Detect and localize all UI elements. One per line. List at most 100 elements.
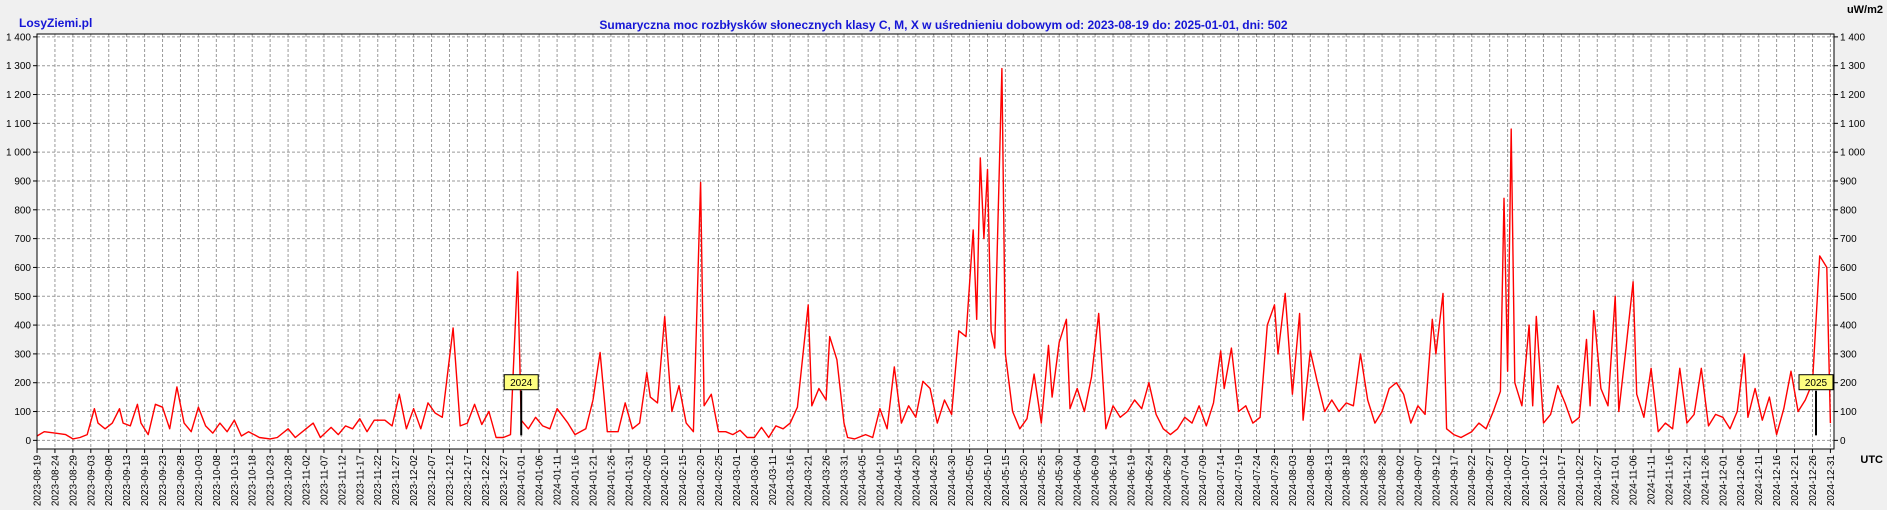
x-tick-label: 2024-01-26 bbox=[606, 455, 617, 507]
x-tick-label: 2023-09-08 bbox=[104, 455, 115, 507]
x-tick-label: 2024-06-09 bbox=[1091, 455, 1102, 507]
x-tick-label: 2023-08-29 bbox=[68, 455, 79, 507]
x-axis: 2023-08-19 2023-08-24 2023-08-29 2023-09-03… bbox=[33, 449, 1837, 506]
x-tick-label: 2024-08-28 bbox=[1378, 455, 1389, 507]
x-tick-label: 2024-07-29 bbox=[1270, 455, 1281, 507]
x-tick-label: 2024-12-16 bbox=[1772, 455, 1783, 507]
x-tick-label: 2024-03-01 bbox=[732, 455, 743, 507]
x-tick-label: 2024-12-21 bbox=[1790, 455, 1801, 507]
x-tick-label: 2023-12-27 bbox=[499, 455, 510, 507]
y-tick-label: 600 bbox=[14, 263, 31, 274]
x-tick-label: 2024-03-06 bbox=[750, 455, 761, 507]
x-tick-label: 2024-09-22 bbox=[1467, 455, 1478, 507]
y-tick-label: 500 bbox=[14, 292, 31, 303]
y-tick-label: 800 bbox=[1840, 205, 1857, 216]
y-tick-label: 1 200 bbox=[6, 90, 31, 101]
x-tick-label: 2024-01-16 bbox=[571, 455, 582, 507]
x-tick-label: 2023-09-03 bbox=[86, 455, 97, 507]
x-tick-label: 2023-11-27 bbox=[391, 455, 402, 506]
x-tick-label: 2024-01-21 bbox=[588, 455, 599, 507]
x-tick-label: 2024-05-15 bbox=[1001, 455, 1012, 507]
y-tick-label: 900 bbox=[1840, 176, 1857, 187]
y-tick-label: 1 000 bbox=[1840, 148, 1865, 159]
x-tick-label: 2024-05-05 bbox=[965, 455, 976, 507]
grid bbox=[36, 34, 1834, 449]
x-tick-label: 2024-12-26 bbox=[1808, 455, 1819, 507]
y-tick-label: 500 bbox=[1840, 292, 1857, 303]
x-tick-label: 2024-07-04 bbox=[1180, 455, 1191, 507]
y-tick-label: 900 bbox=[14, 176, 31, 187]
brand-logo: LosyZiemi.pl bbox=[19, 16, 93, 30]
x-unit-label: UTC bbox=[1860, 454, 1883, 466]
x-tick-label: 2024-09-27 bbox=[1485, 455, 1496, 507]
y-tick-label: 100 bbox=[1840, 407, 1857, 418]
x-tick-label: 2024-10-02 bbox=[1503, 455, 1514, 507]
x-tick-label: 2024-08-23 bbox=[1360, 455, 1371, 507]
chart-title: Sumaryczna moc rozbłysków słonecznych kl… bbox=[599, 18, 1288, 32]
x-tick-label: 2024-10-22 bbox=[1575, 455, 1586, 507]
x-tick-label: 2024-02-15 bbox=[678, 455, 689, 507]
y-tick-label: 200 bbox=[1840, 378, 1857, 389]
x-tick-label: 2023-11-17 bbox=[355, 455, 366, 506]
x-tick-label: 2023-12-22 bbox=[481, 455, 492, 507]
x-tick-label: 2023-10-13 bbox=[230, 455, 241, 507]
y-tick-label: 300 bbox=[1840, 349, 1857, 360]
y-tick-label: 1 200 bbox=[1840, 90, 1865, 101]
x-tick-label: 2023-09-28 bbox=[176, 455, 187, 507]
year-marker-box bbox=[503, 374, 539, 391]
x-tick-label: 2024-08-18 bbox=[1342, 455, 1353, 507]
x-tick-label: 2023-11-22 bbox=[373, 455, 384, 506]
x-tick-label: 2024-03-31 bbox=[840, 455, 851, 507]
x-tick-label: 2024-01-11 bbox=[553, 455, 564, 506]
y-tick-label: 0 bbox=[1840, 436, 1846, 447]
y-unit-label: uW/m2 bbox=[1846, 4, 1883, 16]
x-tick-label: 2024-08-03 bbox=[1288, 455, 1299, 507]
x-tick-label: 2024-01-01 bbox=[517, 455, 528, 507]
x-tick-label: 2024-04-05 bbox=[857, 455, 868, 507]
y-tick-label: 1 000 bbox=[6, 148, 31, 159]
x-tick-label: 2023-12-07 bbox=[427, 455, 438, 507]
x-tick-label: 2024-04-10 bbox=[875, 455, 886, 507]
x-tick-label: 2024-04-30 bbox=[947, 455, 958, 507]
y-axis-left: 0 100 200 300 400 500 600 700 800 900 1 000 1 100 1 … bbox=[6, 32, 37, 447]
x-tick-label: 2024-04-25 bbox=[929, 455, 940, 507]
x-tick-label: 2023-09-13 bbox=[122, 455, 133, 507]
y-tick-label: 1 400 bbox=[1840, 32, 1865, 43]
x-tick-label: 2024-02-10 bbox=[660, 455, 671, 507]
y-tick-label: 700 bbox=[1840, 234, 1857, 245]
x-tick-label: 2024-06-14 bbox=[1109, 455, 1120, 507]
series-lines bbox=[36, 67, 1832, 440]
x-tick-label: 2024-05-30 bbox=[1055, 455, 1066, 507]
x-tick-label: 2024-11-01 bbox=[1611, 455, 1622, 506]
x-tick-label: 2024-12-01 bbox=[1718, 455, 1729, 507]
plot-frame bbox=[36, 33, 1835, 450]
x-tick-label: 2024-09-02 bbox=[1395, 455, 1406, 507]
x-tick-label: 2024-01-31 bbox=[624, 455, 635, 507]
x-tick-label: 2024-07-14 bbox=[1216, 455, 1227, 507]
x-tick-label: 2023-08-24 bbox=[50, 455, 61, 507]
x-tick-label: 2024-11-26 bbox=[1700, 455, 1711, 506]
x-tick-label: 2024-02-20 bbox=[696, 455, 707, 507]
x-tick-label: 2024-11-21 bbox=[1682, 455, 1693, 506]
y-tick-label: 300 bbox=[14, 349, 31, 360]
x-tick-label: 2024-11-11 bbox=[1647, 455, 1658, 505]
x-tick-label: 2024-10-12 bbox=[1539, 455, 1550, 507]
x-tick-label: 2024-10-27 bbox=[1593, 455, 1604, 507]
year-marker-label: 2024 bbox=[510, 378, 533, 389]
x-tick-label: 2024-06-04 bbox=[1073, 455, 1084, 507]
x-tick-label: 2024-12-31 bbox=[1826, 455, 1837, 507]
x-tick-label: 2023-12-02 bbox=[409, 455, 420, 507]
x-tick-label: 2024-11-16 bbox=[1665, 455, 1676, 506]
x-tick-label: 2024-12-06 bbox=[1736, 455, 1747, 507]
x-tick-label: 2023-11-07 bbox=[319, 455, 330, 506]
x-tick-label: 2023-12-12 bbox=[445, 455, 456, 507]
x-tick-label: 2024-06-19 bbox=[1126, 455, 1137, 507]
year-markers: 2024 2025 bbox=[503, 374, 1834, 436]
y-tick-label: 0 bbox=[25, 436, 31, 447]
year-marker-box bbox=[1798, 374, 1834, 391]
y-tick-label: 1 100 bbox=[1840, 119, 1865, 130]
y-tick-label: 700 bbox=[14, 234, 31, 245]
x-tick-label: 2024-06-24 bbox=[1144, 455, 1155, 507]
x-tick-label: 2024-09-07 bbox=[1413, 455, 1424, 507]
